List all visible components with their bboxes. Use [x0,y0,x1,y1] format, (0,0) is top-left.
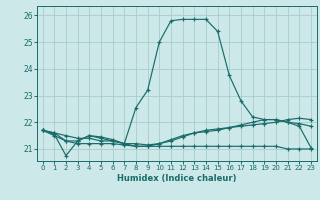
X-axis label: Humidex (Indice chaleur): Humidex (Indice chaleur) [117,174,236,183]
